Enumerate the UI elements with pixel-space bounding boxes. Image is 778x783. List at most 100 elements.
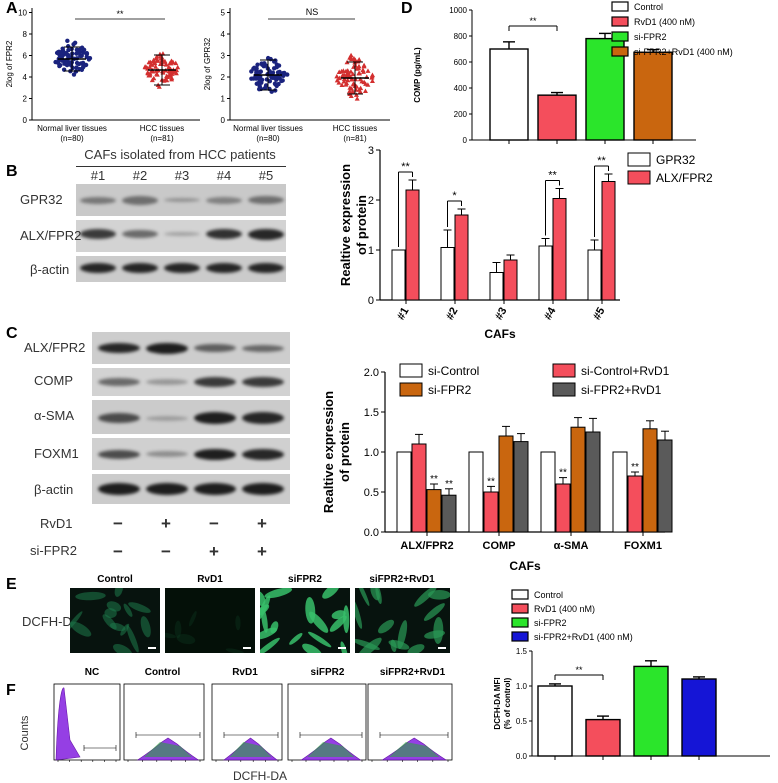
- x-tick-label: COMP: [483, 540, 516, 552]
- cell: [322, 588, 340, 599]
- gpr32-normal-point: [277, 69, 282, 75]
- blot-b-lane-5: #5: [258, 168, 274, 183]
- bar-control: [489, 48, 529, 141]
- fpr2-ytick-label: 6: [23, 52, 28, 61]
- bar-gpr32: [587, 249, 602, 301]
- micro-row-label: DCFH-DA: [22, 614, 81, 629]
- legend-label: si-FPR2: [428, 383, 472, 397]
- panel-label-d: D: [401, 0, 413, 17]
- cell: [407, 644, 425, 653]
- bar-gpr32: [538, 245, 553, 301]
- bar-si-fpr2-rvd1-400-nm-: [633, 51, 673, 141]
- cell: [264, 588, 293, 599]
- micro-image-combo: [355, 588, 450, 653]
- gpr32-hcc-point: [349, 86, 355, 91]
- fpr2-hcc-point: [154, 72, 160, 77]
- blot-c-band: [146, 451, 188, 457]
- gpr32-hcc-point: [339, 82, 345, 88]
- legend-swatch: [511, 617, 529, 628]
- y-axis-label-line2: (% of control): [503, 677, 512, 729]
- blot-c-sign: −: [113, 514, 123, 533]
- fpr2-group2-label: HCC tissues: [140, 124, 184, 133]
- sig-label: **: [401, 161, 410, 173]
- blot-b-band: [80, 196, 116, 204]
- fpr2-hcc-point: [168, 60, 174, 66]
- chart-d-comp: 0 200 400 600 800 1000 COMP (pg/mL) ** Control Rv…: [413, 1, 733, 145]
- fpr2-group1-n: (n=80): [60, 134, 84, 143]
- gpr32-hcc-point: [353, 92, 359, 97]
- fpr2-hcc-point: [155, 58, 161, 63]
- bar-si-fpr2-rvd1: [441, 494, 457, 533]
- blot-c-band: [194, 344, 236, 352]
- flow-counts-label: Counts: [19, 715, 31, 750]
- sig-label: **: [445, 479, 453, 490]
- fpr2-hcc-point: [154, 53, 160, 59]
- gpr32-hcc-point: [354, 96, 360, 101]
- blot-c-sign: +: [209, 542, 219, 561]
- gpr32-sig: NS: [306, 7, 319, 17]
- fpr2-hcc-point: [169, 58, 175, 64]
- cell: [355, 598, 363, 629]
- gpr32-hcc-point: [341, 78, 347, 84]
- cell: [120, 623, 130, 636]
- legend-label: Control: [534, 590, 563, 600]
- gpr32-ytick-label: 5: [221, 9, 226, 18]
- y-tick-label: 1: [368, 245, 374, 257]
- flow-label-combo: siFPR2+RvD1: [379, 667, 446, 678]
- fpr2-ytick-label: 2: [23, 95, 28, 104]
- gpr32-hcc-point: [359, 78, 365, 84]
- fpr2-normal-point: [79, 45, 85, 50]
- scatter-fpr2: 0 2 4 6 8 10 2log of FPR2 ** Normal liver tis…: [5, 8, 200, 143]
- gpr32-hcc-point: [350, 71, 356, 77]
- fpr2-hcc-point: [160, 51, 166, 56]
- fpr2-sig: **: [116, 9, 124, 19]
- cell: [289, 633, 303, 645]
- bar-si-control-rvd1: [555, 483, 571, 533]
- fpr2-normal-point: [70, 65, 75, 71]
- fpr2-group2-n: (n=81): [150, 134, 174, 143]
- x-axis-label: CAFs: [509, 559, 541, 573]
- legend-label: RvD1 (400 nM): [534, 604, 595, 614]
- cell: [126, 625, 139, 653]
- legend-label: si-FPR2+RvD1 (400 nM): [534, 632, 633, 642]
- gpr32-hcc-point: [362, 88, 368, 94]
- fpr2-hcc-point: [169, 76, 175, 82]
- chart-c-expression: 0.0 0.5 1.0 1.5 2.0 Realtive expression of pro…: [321, 363, 673, 573]
- fpr2-hcc-point: [169, 71, 175, 76]
- sig-label: **: [559, 468, 567, 479]
- fpr2-hcc-point: [146, 72, 152, 78]
- y-axis-label-line1: Realtive expression: [321, 391, 336, 513]
- micro-image-sifpr2: [260, 588, 350, 653]
- blot-c-band: [194, 377, 236, 387]
- gpr32-normal-point: [251, 66, 256, 71]
- cell: [370, 588, 380, 601]
- sig-label: **: [430, 474, 438, 485]
- legend-label: si-FPR2: [634, 32, 667, 42]
- blot-c-band: [98, 449, 140, 459]
- cell: [397, 620, 408, 649]
- legend-swatch: [611, 46, 629, 57]
- blot-b-row-gpr32: GPR32: [20, 192, 63, 207]
- legend-swatch: [552, 382, 576, 397]
- blot-b-band: [122, 263, 158, 273]
- cell: [140, 616, 151, 638]
- blot-c-sign: −: [161, 542, 171, 561]
- gpr32-hcc-point: [348, 55, 354, 61]
- bar-si-fpr2-rvd1: [585, 431, 601, 533]
- gpr32-group1-n: (n=80): [256, 134, 280, 143]
- chart-b-expression: 0 1 2 3 Realtive expression of protein CAFs #1 *…: [338, 145, 713, 340]
- y-tick-label: 2.0: [364, 367, 379, 379]
- blot-c-band: [146, 379, 188, 385]
- gpr32-hcc-point: [345, 68, 351, 73]
- blot-b-band: [206, 263, 242, 273]
- bar-si-control: [612, 451, 628, 533]
- gpr32-normal-point: [274, 65, 279, 70]
- fpr2-normal-point: [64, 62, 70, 68]
- sig-label: **: [631, 462, 639, 473]
- y-tick-label: 1.5: [516, 647, 528, 656]
- legend-swatch: [511, 631, 529, 642]
- gpr32-hcc-point: [369, 72, 375, 77]
- gpr32-hcc-point: [347, 88, 353, 94]
- fpr2-hcc-point: [164, 77, 170, 83]
